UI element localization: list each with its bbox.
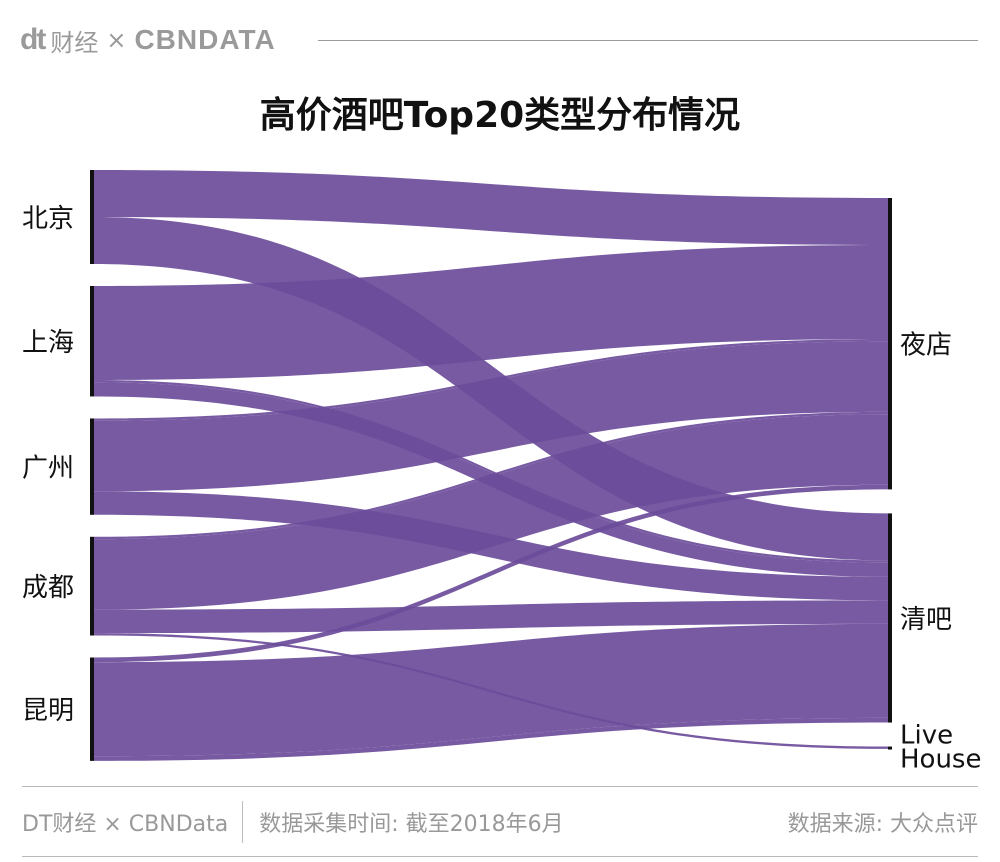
target-node-bar [888,513,892,723]
source-label: 成都 [22,573,74,603]
flow-成都-夜店 [94,414,888,610]
dt-logo-mark: dt [20,23,46,56]
dt-logo-cn: 财经 [50,28,99,57]
flow-广州-夜店 [94,339,888,421]
footer-divider-bottom [22,856,978,857]
footer-separator [242,801,244,843]
source-label: 上海 [22,328,74,358]
target-label: 夜店 [900,331,952,361]
header: dt 财经 × CBNDATA [0,0,1000,80]
flow-昆明-清吧 [94,717,888,761]
flow-成都-夜店 [94,411,888,540]
flow-上海-夜店 [94,245,888,380]
footer-divider-top [22,786,978,787]
header-divider [318,40,978,41]
source-label: 广州 [22,454,74,484]
target-node-bar [888,198,892,490]
flow-昆明-清吧 [94,623,888,757]
flow-上海-清吧 [94,380,888,563]
source-node-bar [90,657,94,761]
target-label: Live House [900,721,981,775]
flow-成都-清吧 [94,600,888,634]
source-label: 昆明 [22,696,74,726]
source-node-bar [90,286,94,397]
flow-昆明-夜店 [94,484,888,663]
footer-collection-time: 数据采集时间: 截至2018年6月 [259,812,564,837]
target-label: 清吧 [900,605,952,635]
source-label: 北京 [22,204,74,234]
flow-北京-夜店 [94,170,888,245]
target-node-bar [888,746,892,750]
footer-data-source: 数据来源: 大众点评 [787,812,978,837]
source-node-bar [90,170,94,264]
footer: DT财经 × CBNData 数据采集时间: 截至2018年6月 数据来源: 大… [22,800,978,844]
source-node-bar [90,536,94,636]
flow-广州-夜店 [94,341,888,492]
brand-logo: dt 财经 × CBNDATA [20,23,276,57]
footer-brand: DT财经 × CBNData [22,812,229,837]
flows [94,170,888,761]
source-node-bar [90,418,94,515]
times-icon: × [106,26,127,54]
chart-title: 高价酒吧Top20类型分布情况 [259,95,741,136]
partner-logo: CBNDATA [134,24,276,55]
